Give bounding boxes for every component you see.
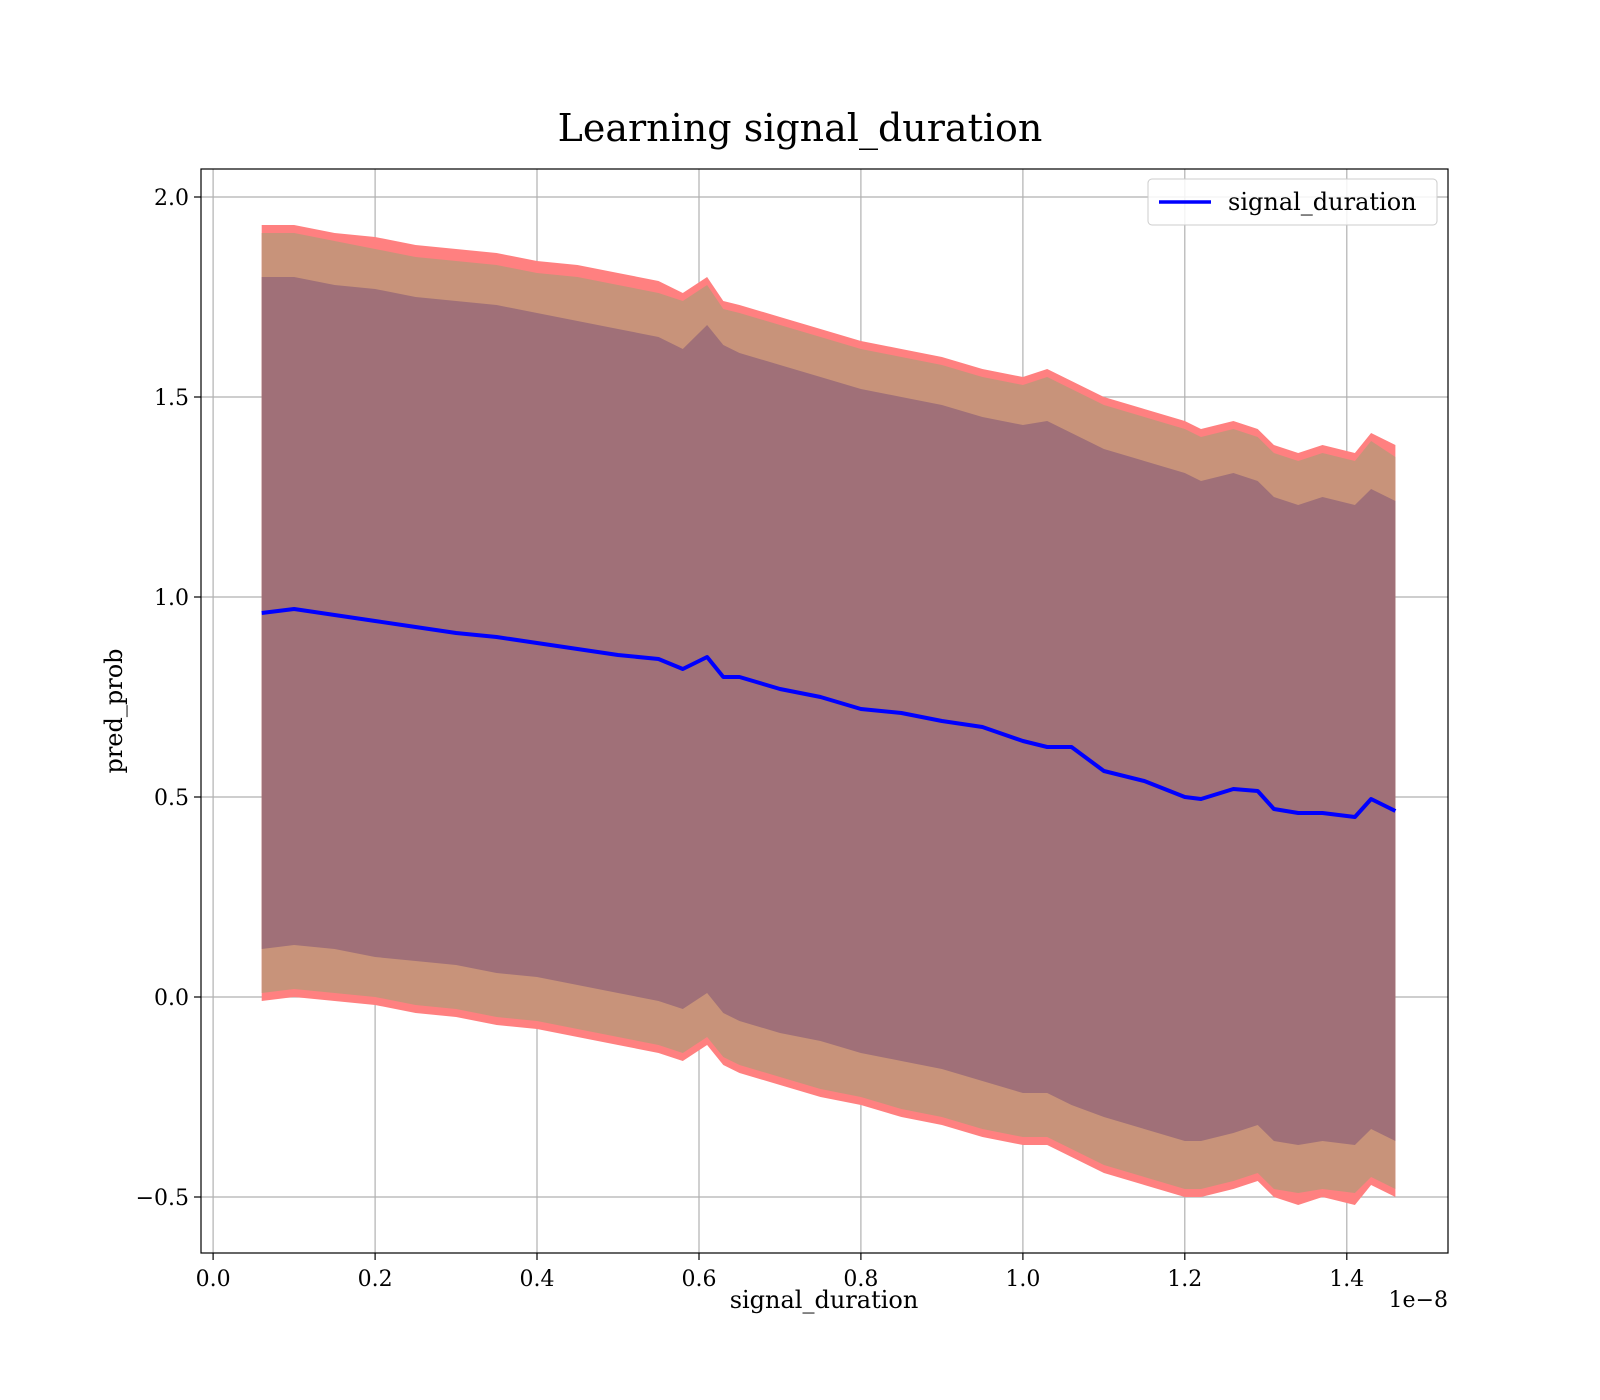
legend-box: [1147, 178, 1438, 226]
y-tick-label: 1.5: [154, 386, 189, 411]
x-tick-label: 0.6: [682, 1267, 717, 1292]
y-tick-label: 2.0: [154, 186, 189, 211]
x-tick-label: 0.0: [196, 1267, 231, 1292]
y-axis-label: pred_prob: [100, 648, 128, 773]
legend-label: signal_duration: [1228, 188, 1417, 216]
y-tick-label: 0.0: [154, 986, 189, 1011]
x-tick-label: 0.4: [520, 1267, 555, 1292]
x-axis-label: signal_duration: [730, 1286, 919, 1314]
band-layer: [261, 225, 1396, 1205]
y-tick-label: −0.5: [136, 1186, 189, 1211]
line-layer: [261, 607, 1397, 819]
confidence-band-inner: [261, 277, 1396, 1145]
x-tick-label: 0.2: [358, 1267, 393, 1292]
series-line-signal-duration: [261, 607, 1397, 819]
y-tick-label: 1.0: [154, 586, 189, 611]
x-tick-label: 1.4: [1329, 1267, 1364, 1292]
x-tick-label: 1.0: [1005, 1267, 1040, 1292]
x-axis-ticks: 0.0 0.2 0.4 0.6 0.8 1.0 1.2 1.4: [196, 1253, 1364, 1292]
x-tick-label: 0.8: [843, 1267, 878, 1292]
chart-title: Learning signal_duration: [558, 106, 1043, 151]
x-axis-offset-text: 1e−8: [1389, 1288, 1448, 1313]
x-tick-label: 1.2: [1167, 1267, 1202, 1292]
plot-frame: [200, 168, 1449, 1254]
y-tick-label: 0.5: [154, 786, 189, 811]
legend: signal_duration: [1147, 178, 1438, 226]
y-axis-ticks: −0.5 0.0 0.5 1.0 1.5 2.0: [136, 186, 201, 1211]
